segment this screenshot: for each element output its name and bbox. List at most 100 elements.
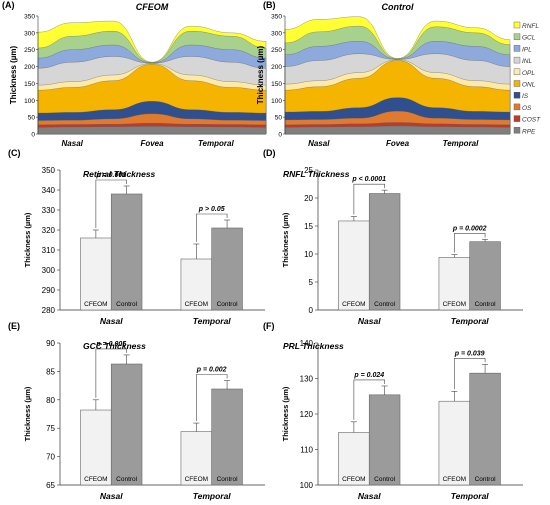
x-tick-label: Temporal — [198, 139, 234, 148]
y-tick-label: 280 — [42, 306, 56, 315]
y-tick-label: 90 — [46, 339, 55, 348]
panel-title: Retinal Thickness — [83, 169, 156, 179]
bar-series-label: Control — [475, 301, 497, 308]
area-panel-cfeom: (A) CFEOM 0 50 100 150 200 250 300 350 Thickness (… — [2, 0, 267, 148]
p-value-annotation: p > 0.05 — [198, 206, 225, 213]
bar-series-label: CFEOM — [185, 476, 208, 483]
x-tick-label: Nasal — [358, 316, 381, 326]
y-tick-label: 350 — [24, 14, 35, 21]
y-axis-label: Thickness (µm) — [23, 386, 32, 441]
significance-bracket — [196, 213, 228, 242]
x-tick-label: Temporal — [451, 316, 490, 326]
panel-title: CFEOM — [136, 2, 169, 12]
bar-panel-prl-thickness: (F) PRL Thickness 100 110 120 130 140 Thickness… — [263, 321, 523, 501]
panel-label: (F) — [263, 321, 275, 331]
significance-bracket — [454, 233, 486, 253]
y-tick-label: 350 — [271, 14, 282, 21]
y-tick-label: 300 — [24, 30, 35, 37]
legend-swatch-is — [513, 91, 521, 99]
p-value-annotation: p = 0.024 — [353, 372, 384, 379]
y-tick-label: 150 — [271, 81, 282, 88]
legend-label-is: IS — [522, 93, 529, 100]
bar-series-label: CFEOM — [84, 301, 107, 308]
y-axis-label: Thickness (µm) — [9, 45, 18, 104]
y-tick-label: 5 — [309, 278, 314, 287]
y-axis-label: Thickness (µm) — [256, 45, 265, 104]
y-tick-label: 150 — [24, 81, 35, 88]
significance-bracket — [353, 183, 385, 215]
y-tick-label: 300 — [42, 266, 56, 275]
y-tick-label: 0 — [309, 306, 314, 315]
legend-swatch-opl — [513, 68, 521, 76]
significance-bracket — [95, 348, 127, 398]
panel-label: (E) — [8, 321, 20, 331]
p-value-annotation: p = 0.005 — [95, 341, 126, 348]
y-tick-label: 330 — [42, 206, 56, 215]
x-tick-label: Nasal — [100, 316, 123, 326]
panel-title: GCC Thickness — [83, 341, 146, 351]
bar-panel-rnfl-thickness: (D) RNFL Thickness 0 5 10 15 20 25 Thickness (µm… — [263, 148, 523, 326]
y-tick-label: 100 — [300, 481, 314, 490]
y-tick-label: 130 — [300, 375, 314, 384]
y-tick-label: 300 — [271, 30, 282, 37]
y-axis-label: Thickness (µm) — [281, 386, 290, 441]
y-tick-label: 85 — [46, 367, 55, 376]
bar-cfeom-temporal — [438, 400, 471, 486]
legend-swatch-os — [513, 103, 521, 111]
x-tick-label: Temporal — [443, 139, 479, 148]
bar-series-label: Control — [116, 476, 138, 483]
y-tick-label: 350 — [42, 166, 56, 175]
y-tick-label: 10 — [304, 250, 313, 259]
y-tick-label: 65 — [46, 481, 55, 490]
bar-series-label: CFEOM — [443, 301, 466, 308]
x-tick-label: Temporal — [451, 491, 490, 501]
legend-swatch-ipl — [513, 45, 521, 52]
y-tick-label: 70 — [46, 453, 55, 462]
bar-series-label: CFEOM — [185, 301, 208, 308]
y-tick-label: 20 — [304, 194, 313, 203]
bar-cfeom-temporal — [180, 431, 212, 486]
y-tick-label: 100 — [24, 98, 35, 105]
y-tick-label: 75 — [46, 424, 55, 433]
area-panel-control: (B) Control 0 50 100 150 200 250 300 350 Thickness… — [256, 0, 541, 148]
layer-rpe — [284, 125, 511, 135]
bar-cfeom-nasal — [80, 409, 112, 486]
x-tick-label: Nasal — [358, 491, 381, 501]
panel-label: (D) — [263, 148, 276, 158]
panel-label: (C) — [8, 148, 21, 158]
panel-label: (B) — [263, 0, 276, 10]
y-axis-label: Thickness (µm) — [281, 212, 290, 267]
legend-label-rpe: RPE — [522, 128, 536, 135]
significance-bracket — [353, 379, 385, 420]
y-tick-label: 80 — [46, 396, 55, 405]
x-tick-label: Fovea — [140, 139, 164, 148]
y-tick-label: 25 — [304, 166, 313, 175]
legend-label-rnfl: RNFL — [522, 23, 539, 30]
legend-label-cost: COST — [522, 117, 541, 124]
legend-label-onl: ONL — [522, 82, 536, 89]
panel-title: Control — [382, 2, 414, 12]
p-value-annotation: p = 0.002 — [196, 366, 227, 373]
p-value-annotation: p = 0.001 — [95, 172, 126, 179]
p-value-annotation: p < 0.0001 — [351, 176, 386, 183]
x-tick-label: Nasal — [308, 139, 330, 148]
bar-panel-retinal-thickness: (C) Retinal Thickness 280 290 300 310 320 330 34… — [8, 148, 265, 326]
bar-series-label: Control — [475, 476, 497, 483]
legend-swatch-onl — [513, 80, 521, 87]
x-tick-label: Temporal — [193, 491, 232, 501]
legend-label-os: OS — [522, 105, 532, 112]
y-axis-label: Thickness (µm) — [23, 212, 32, 267]
y-tick-label: 100 — [271, 98, 282, 105]
y-tick-label: 250 — [24, 47, 35, 54]
y-tick-label: 290 — [42, 286, 56, 295]
y-tick-label: 140 — [300, 339, 314, 348]
legend-label-opl: OPL — [522, 70, 535, 77]
bar-control-nasal — [368, 193, 401, 311]
p-value-annotation: p = 0.0002 — [452, 225, 487, 232]
bar-control-temporal — [469, 241, 501, 311]
bar-series-label: CFEOM — [84, 476, 107, 483]
p-value-annotation: p = 0.039 — [454, 350, 485, 357]
legend-label-gcl: GCL — [522, 35, 536, 42]
panel-title: RNFL Thickness — [283, 169, 350, 179]
